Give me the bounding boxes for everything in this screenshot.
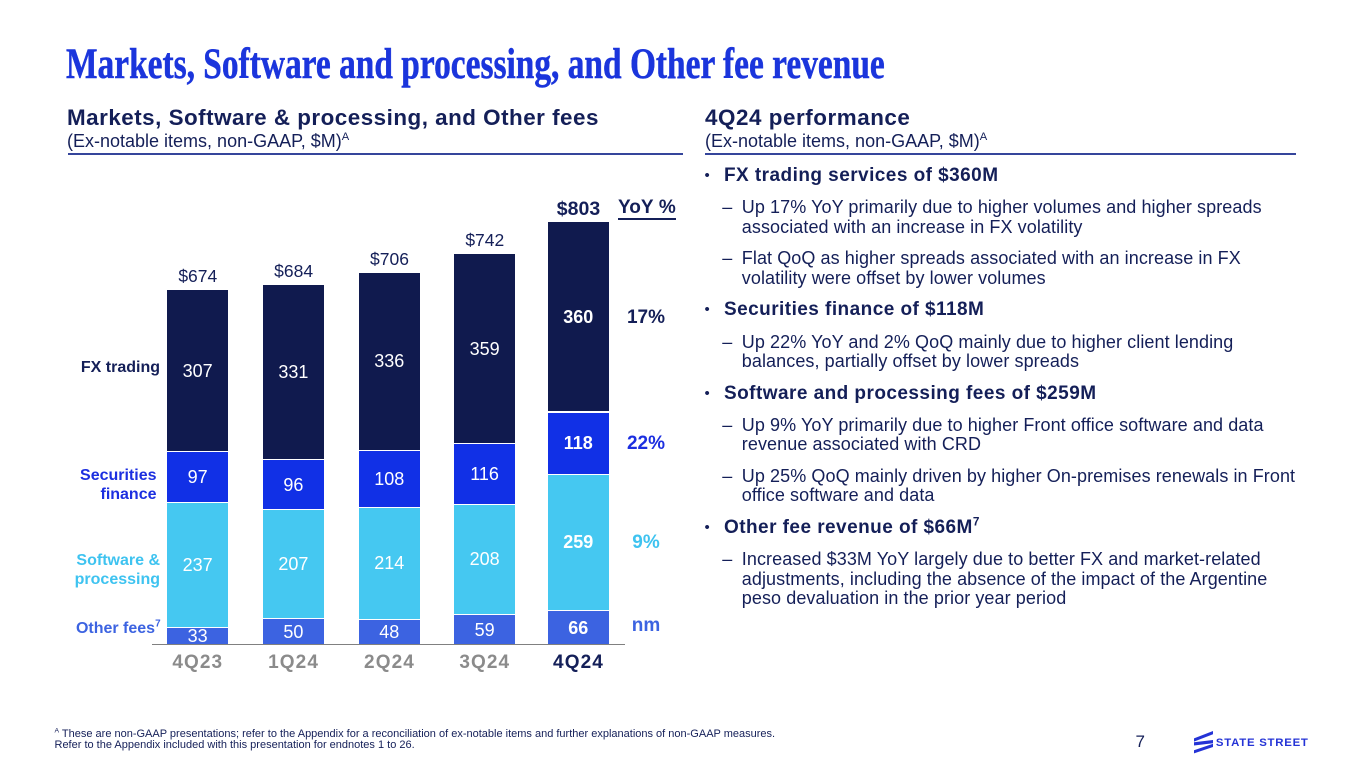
svg-text:STATE STREET: STATE STREET [1216, 737, 1309, 749]
